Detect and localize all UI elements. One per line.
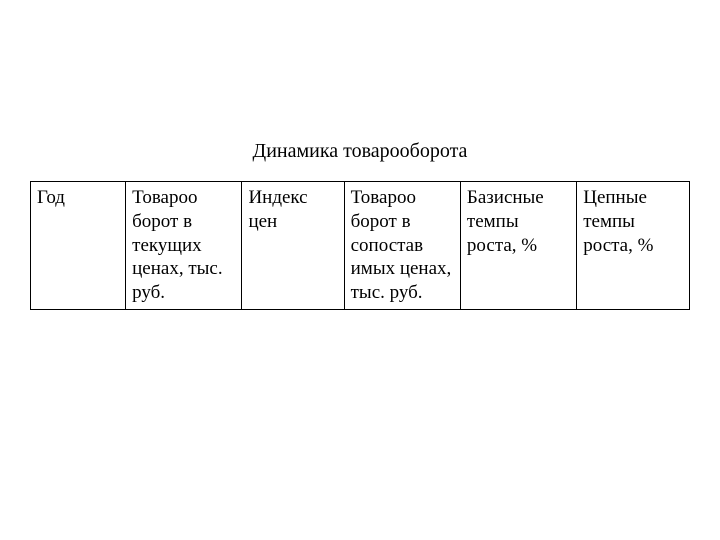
turnover-table: Год Товароо борот в текущих ценах, тыс. … [30,181,690,310]
page-title: Динамика товарооборота [0,140,720,163]
col-header-turnover-comparable: Товароо борот в сопостав имых ценах, тыс… [344,182,460,310]
col-header-base-growth: Базисные темпы роста, % [460,182,576,310]
col-header-turnover-current: Товароо борот в текущих ценах, тыс. руб. [126,182,242,310]
table-container: Год Товароо борот в текущих ценах, тыс. … [0,181,720,310]
col-header-price-index: Индекс цен [242,182,344,310]
col-header-chain-growth: Цепные темпы роста, % [577,182,690,310]
col-header-year: Год [31,182,126,310]
table-header-row: Год Товароо борот в текущих ценах, тыс. … [31,182,690,310]
